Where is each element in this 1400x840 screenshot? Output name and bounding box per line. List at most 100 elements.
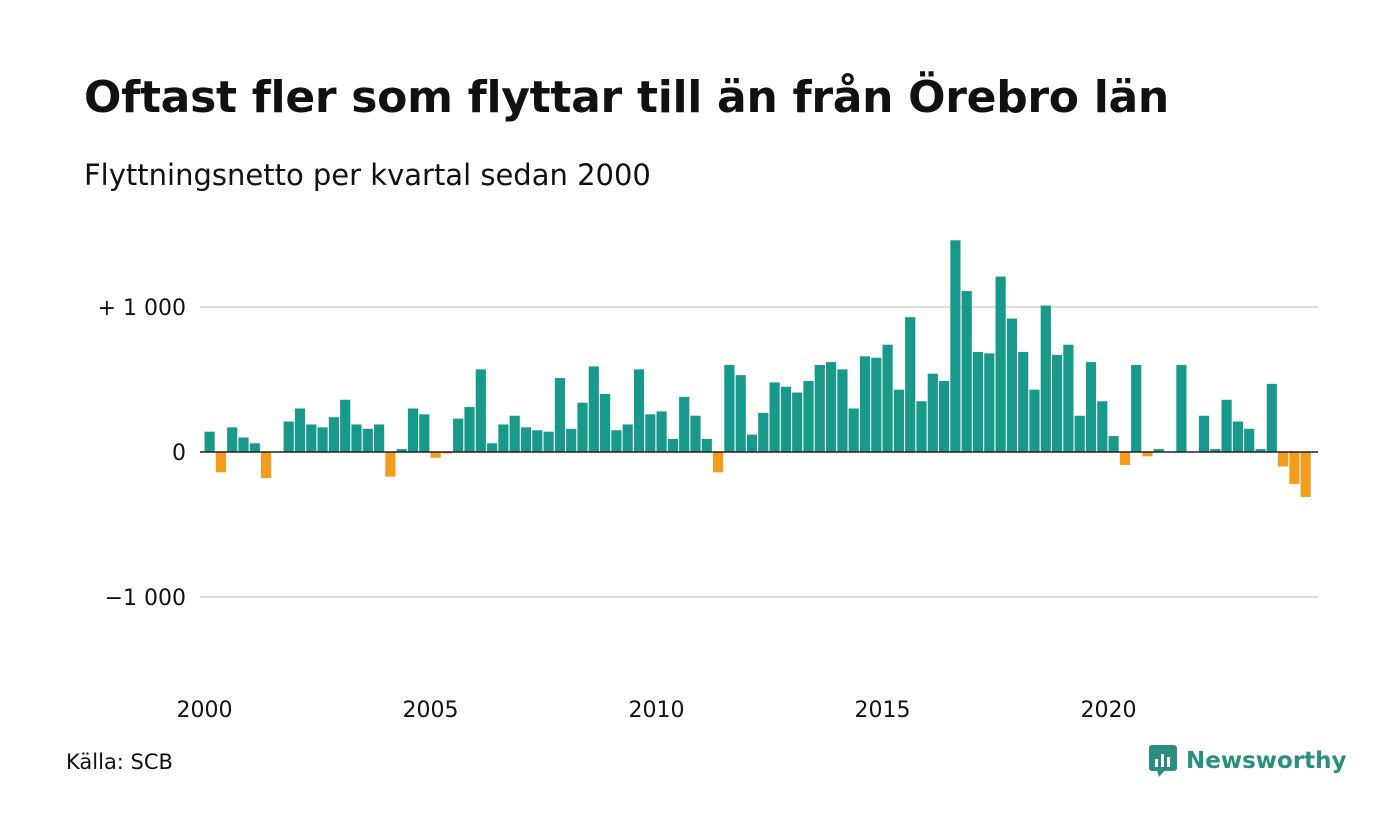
bar — [1278, 452, 1289, 467]
bar — [1210, 449, 1221, 452]
brand-logo: Newsworthy — [1148, 744, 1347, 778]
bar — [600, 394, 611, 452]
bar — [588, 366, 599, 452]
bar — [1063, 344, 1074, 452]
bar — [1255, 449, 1266, 452]
bar — [645, 414, 656, 452]
bar — [1006, 318, 1017, 452]
bar — [407, 408, 419, 452]
bar — [532, 430, 543, 452]
bar — [690, 415, 701, 452]
bar — [882, 344, 893, 452]
bar — [1108, 436, 1119, 452]
brand-name: Newsworthy — [1186, 748, 1347, 774]
bar — [972, 351, 984, 452]
chart-title: Oftast fler som flyttar till än från Öre… — [84, 72, 1169, 123]
bar — [622, 424, 633, 452]
x-tick-label: 2005 — [403, 698, 459, 723]
bar — [1244, 428, 1255, 452]
y-tick-label: −1 000 — [105, 586, 186, 611]
bar — [419, 414, 430, 452]
bar — [475, 369, 486, 452]
bar — [667, 438, 678, 452]
bar — [1176, 365, 1187, 452]
bar — [227, 427, 238, 452]
bar — [780, 386, 791, 452]
bar — [871, 357, 882, 452]
bar — [351, 424, 362, 452]
bar — [893, 389, 904, 452]
bar — [238, 437, 249, 452]
bar — [283, 421, 294, 452]
newsworthy-logo-icon — [1149, 745, 1177, 777]
bar — [679, 396, 690, 452]
bar — [1300, 452, 1311, 497]
bar — [984, 353, 995, 452]
bar — [1119, 452, 1130, 466]
bar — [498, 424, 509, 452]
bar — [1266, 383, 1277, 452]
bar — [317, 427, 328, 452]
bar — [1074, 415, 1085, 452]
bar — [249, 443, 260, 452]
bar — [294, 408, 306, 452]
bar — [1221, 399, 1232, 452]
bar — [509, 415, 520, 452]
bar — [261, 452, 272, 479]
chart-subtitle: Flyttningsnetto per kvartal sedan 2000 — [84, 158, 651, 192]
bar — [1029, 389, 1040, 452]
y-tick-label: 0 — [172, 441, 186, 466]
bar — [453, 418, 464, 452]
bar — [1131, 365, 1142, 452]
bar — [1289, 452, 1300, 484]
bar — [554, 378, 565, 452]
bar — [611, 430, 622, 452]
bar — [701, 438, 712, 452]
bar — [520, 427, 532, 452]
bar — [859, 356, 871, 452]
bar — [927, 373, 938, 452]
bar — [656, 411, 667, 452]
bar — [633, 369, 645, 452]
bar — [837, 369, 848, 452]
bar — [758, 412, 769, 452]
bar — [803, 380, 814, 452]
bar — [916, 401, 927, 452]
bar — [995, 276, 1006, 452]
bar — [826, 362, 837, 452]
bar — [464, 407, 475, 452]
x-tick-label: 2020 — [1081, 698, 1137, 723]
bar — [566, 428, 577, 452]
source-note: Källa: SCB — [66, 750, 173, 774]
bar — [1142, 452, 1153, 457]
bar — [204, 431, 215, 452]
bar — [385, 452, 396, 477]
bar — [950, 240, 961, 452]
bar — [396, 449, 407, 452]
x-tick-label: 2015 — [855, 698, 911, 723]
bar — [1198, 415, 1210, 452]
bar — [430, 452, 441, 458]
bar — [939, 380, 950, 452]
bar — [769, 382, 780, 452]
bar — [1085, 362, 1097, 452]
bar — [1153, 449, 1164, 452]
x-tick-label: 2000 — [177, 698, 233, 723]
bar — [543, 431, 554, 452]
bar — [340, 399, 351, 452]
bar — [724, 365, 735, 452]
bar — [713, 452, 724, 473]
bar — [306, 424, 317, 452]
bar — [577, 402, 588, 452]
bar — [1232, 421, 1243, 452]
bar — [735, 375, 746, 452]
bar — [1097, 401, 1108, 452]
bar — [746, 434, 758, 452]
bar — [905, 317, 916, 452]
bar — [848, 408, 859, 452]
y-tick-label: + 1 000 — [98, 296, 186, 321]
bar — [362, 428, 373, 452]
bar — [215, 452, 226, 473]
bar — [1052, 354, 1063, 452]
